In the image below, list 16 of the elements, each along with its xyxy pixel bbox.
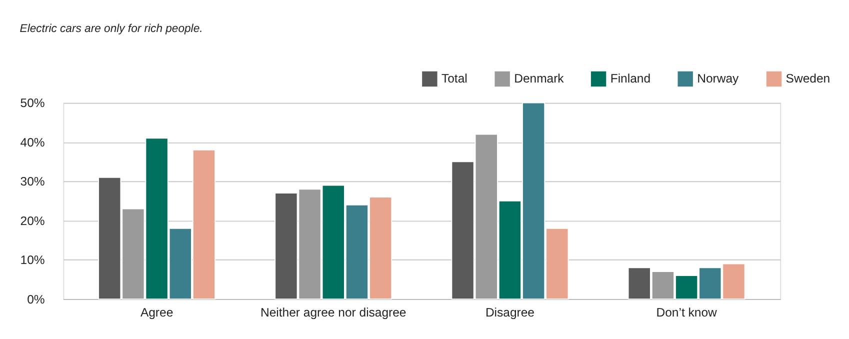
y-tick-label: 40%: [20, 135, 45, 150]
x-tick-label: Agree: [140, 305, 174, 320]
y-tick-label: 30%: [20, 174, 45, 189]
legend-label: Denmark: [514, 72, 565, 86]
legend-label: Total: [441, 72, 468, 86]
x-tick-label: Don’t know: [656, 305, 717, 320]
legend-label: Sweden: [786, 72, 830, 86]
y-tick-label: 50%: [20, 96, 45, 110]
chart-title: Electric cars are only for rich people.: [20, 23, 203, 36]
y-tick-label: 0%: [27, 292, 45, 306]
x-tick-label: Neither agree nor disagree: [260, 305, 406, 320]
legend-label: Finland: [610, 72, 651, 86]
legend-label: Norway: [697, 72, 740, 86]
y-tick-label: 10%: [20, 253, 45, 268]
x-tick-label: Disagree: [485, 305, 535, 320]
y-tick-label: 20%: [20, 214, 45, 228]
